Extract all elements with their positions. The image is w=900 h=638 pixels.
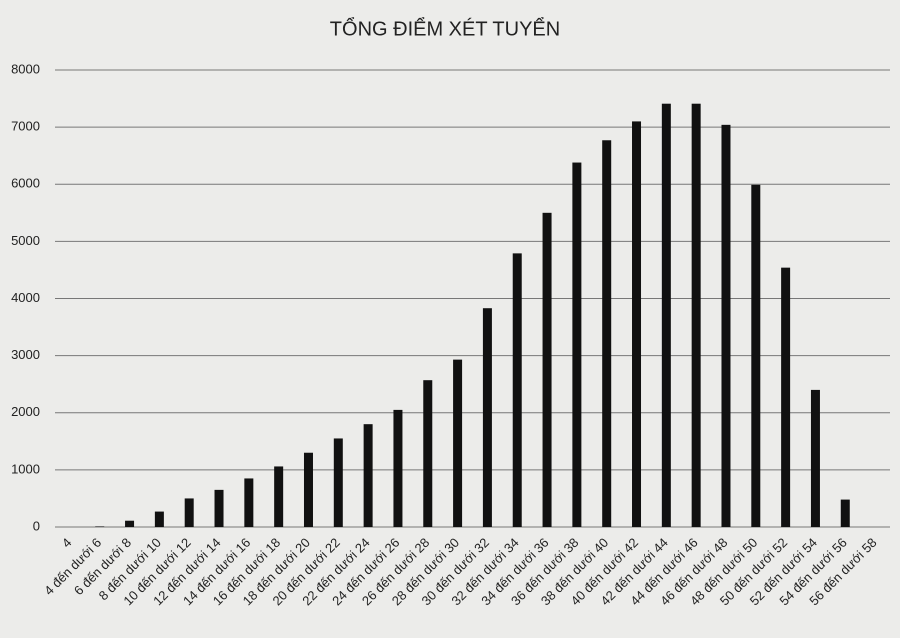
bar <box>363 424 373 527</box>
bar <box>482 308 492 527</box>
y-tick-label: 3000 <box>11 347 40 362</box>
bar <box>781 267 791 527</box>
bar <box>721 124 731 527</box>
bar <box>125 520 135 527</box>
bar <box>840 499 850 527</box>
chart-title: TỔNG ĐIỂM XÉT TUYỂN <box>330 16 560 40</box>
bar <box>661 103 671 528</box>
bar <box>602 140 612 528</box>
y-tick-label: 2000 <box>11 404 40 419</box>
y-tick-label: 7000 <box>11 119 40 134</box>
y-tick-label: 1000 <box>11 461 40 476</box>
y-tick-label: 6000 <box>11 176 40 191</box>
bar <box>154 511 164 527</box>
bar <box>542 212 552 527</box>
bar <box>423 380 433 527</box>
bar <box>333 438 343 527</box>
y-tick-label: 5000 <box>11 233 40 248</box>
y-tick-label: 8000 <box>11 61 40 76</box>
bar <box>393 409 403 527</box>
bar <box>95 526 105 527</box>
bar <box>214 489 224 527</box>
bar <box>810 389 820 527</box>
bar <box>453 359 463 527</box>
bar <box>244 478 254 527</box>
bar <box>512 253 522 527</box>
bar <box>303 452 313 527</box>
bar <box>751 184 761 528</box>
bar <box>572 162 582 528</box>
y-tick-label: 0 <box>33 518 40 533</box>
bar <box>184 498 194 527</box>
bar <box>632 121 642 527</box>
bar <box>274 466 284 527</box>
bar <box>691 103 701 528</box>
y-tick-label: 4000 <box>11 290 40 305</box>
